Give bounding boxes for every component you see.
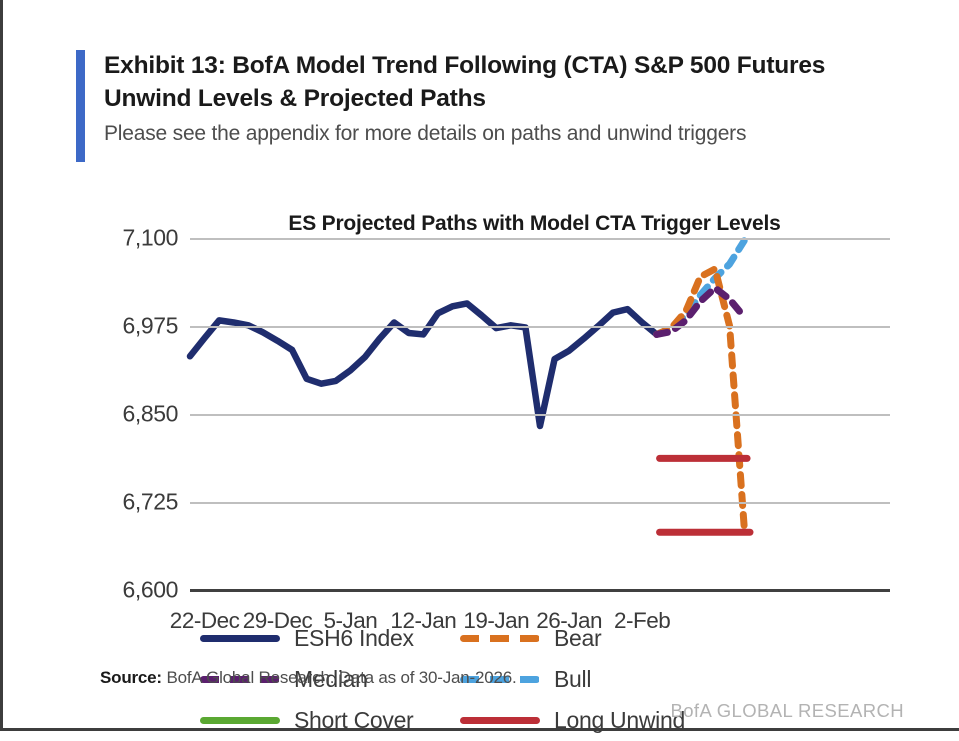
y-axis-tick-labels: 7,100 6,975 6,850 6,725 6,600 <box>86 225 178 603</box>
legend-row: Median Bull <box>200 659 720 700</box>
legend-swatch-median <box>200 676 280 683</box>
x-axis-tick: 26-Jan <box>536 608 603 633</box>
x-axis-tick-labels: 22-Dec 29-Dec 5-Jan 12-Jan 19-Jan 26-Jan 2-Feb <box>170 604 890 644</box>
legend-row: Short Cover Long Unwind <box>200 700 720 741</box>
legend-item-esh6-index: ESH6 Index <box>200 625 460 652</box>
x-axis-tick: 22-Dec <box>169 608 240 633</box>
header-text-block: Exhibit 13: BofA Model Trend Following (… <box>104 50 926 147</box>
x-axis-tick: 19-Jan <box>463 608 530 633</box>
y-axis-tick: 6,850 <box>122 400 178 427</box>
gridline <box>190 238 890 240</box>
legend-swatch-bull <box>460 676 540 683</box>
chart-container: ES Projected Paths with Model CTA Trigge… <box>0 200 959 733</box>
chart-legend: ESH6 Index Bear Median Bull <box>200 618 720 741</box>
source-text: BofA Global Research. Data as of 30-Jan-… <box>166 668 517 687</box>
source-label: Source: <box>100 668 162 687</box>
series-line-bull <box>653 237 748 338</box>
legend-item-short-cover: Short Cover <box>200 707 460 734</box>
legend-label-bear: Bear <box>554 625 602 651</box>
x-axis-tick: 2-Feb <box>613 608 671 633</box>
legend-label-median: Median <box>294 666 368 692</box>
x-axis-tick: 5-Jan <box>323 608 378 633</box>
legend-item-bull: Bull <box>460 666 720 693</box>
bottom-border-rule <box>0 728 959 731</box>
x-axis-line <box>190 589 890 592</box>
legend-label-bull: Bull <box>554 666 592 692</box>
y-axis-tick: 6,725 <box>122 488 178 515</box>
y-axis-tick: 6,975 <box>122 312 178 339</box>
x-axis-tick: 12-Jan <box>390 608 457 633</box>
source-line: Source: BofA Global Research. Data as of… <box>100 668 517 688</box>
chart-title: ES Projected Paths with Model CTA Trigge… <box>288 212 781 235</box>
plot-area <box>186 237 890 592</box>
y-axis-tick: 7,100 <box>122 224 178 251</box>
gridline <box>190 326 890 328</box>
exhibit-subtitle: Please see the appendix for more details… <box>104 122 747 146</box>
watermark: BofA GLOBAL RESEARCH <box>670 700 904 721</box>
exhibit-header: Exhibit 13: BofA Model Trend Following (… <box>76 50 926 162</box>
legend-item-long-unwind: Long Unwind <box>460 707 720 734</box>
gridline <box>190 414 890 416</box>
series-line-median <box>653 284 748 338</box>
legend-label-long-unwind: Long Unwind <box>554 707 685 733</box>
exhibit-title-line2: Unwind Levels & Projected Paths <box>104 84 486 112</box>
accent-bar <box>76 50 85 162</box>
legend-label-esh6-index: ESH6 Index <box>294 625 414 651</box>
exhibit-title-line1: Exhibit 13: BofA Model Trend Following (… <box>104 52 826 79</box>
gridline <box>190 502 890 504</box>
left-border-rule <box>0 0 3 731</box>
series-line-esh6-index <box>186 300 660 430</box>
legend-swatch-bear <box>460 635 540 642</box>
x-axis-tick: 29-Dec <box>242 608 313 633</box>
legend-swatch-short-cover <box>200 717 280 724</box>
legend-item-bear: Bear <box>460 625 720 652</box>
legend-label-short-cover: Short Cover <box>294 707 414 733</box>
legend-row: ESH6 Index Bear <box>200 618 720 659</box>
series-line-bear <box>653 265 748 531</box>
legend-swatch-esh6-index <box>200 635 280 642</box>
legend-item-median: Median <box>200 666 460 693</box>
legend-swatch-long-unwind <box>460 717 540 724</box>
y-axis-tick: 6,600 <box>122 576 178 603</box>
